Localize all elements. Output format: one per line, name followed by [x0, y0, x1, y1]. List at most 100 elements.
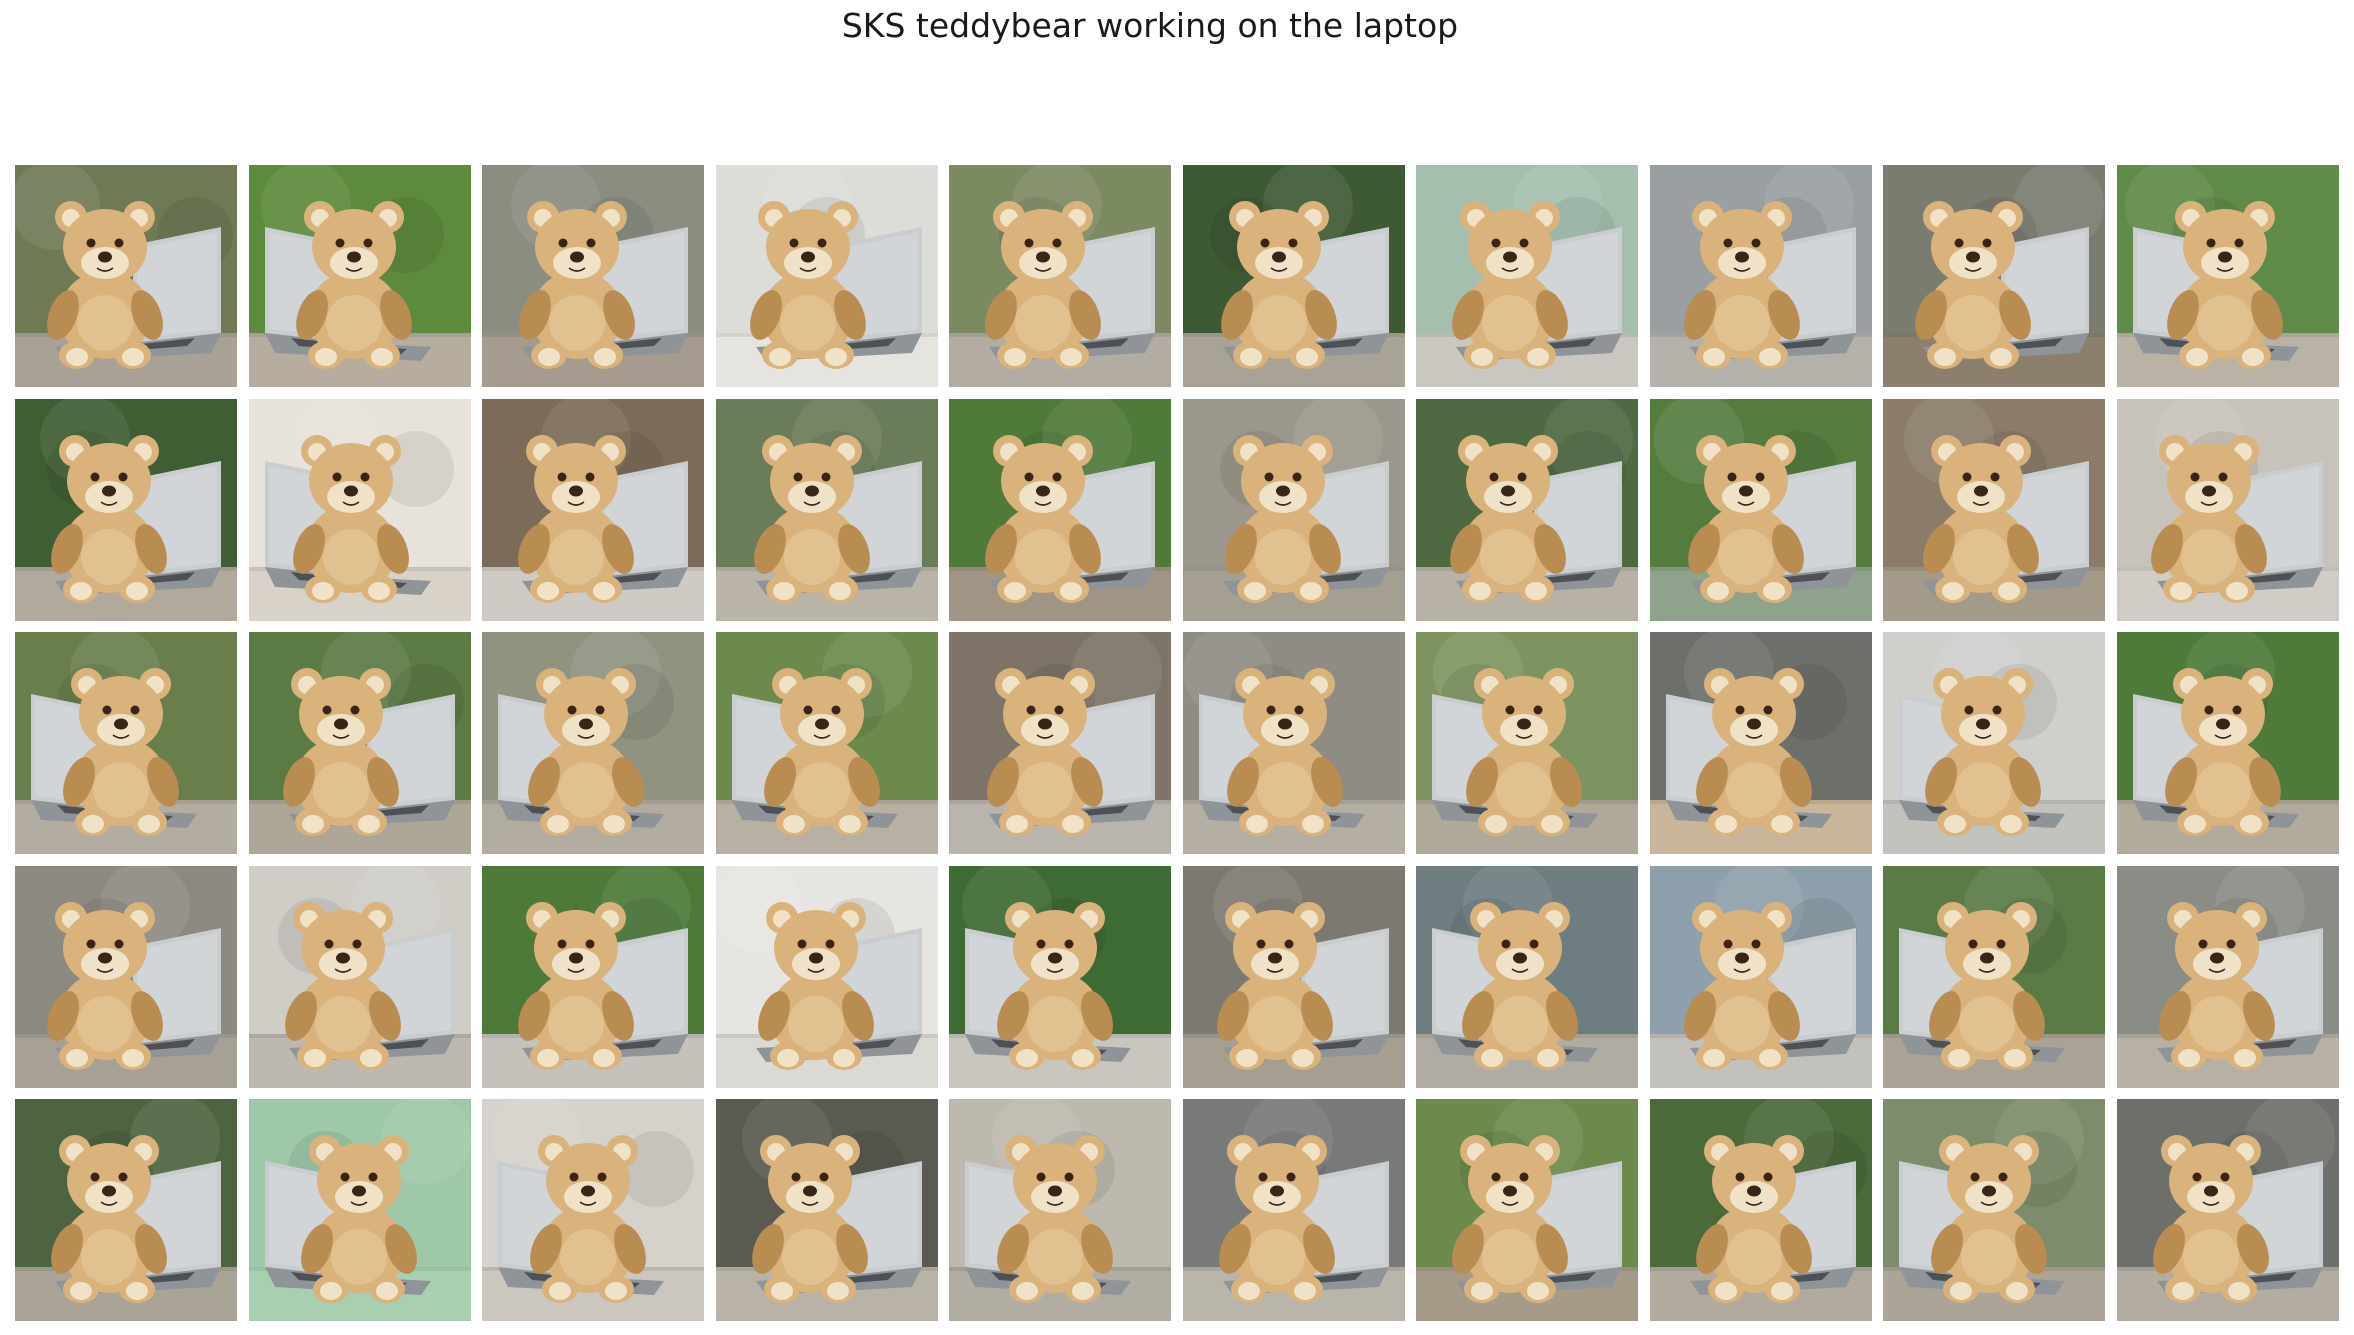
- teddybear: [47, 902, 163, 1070]
- photo-tile: [1183, 632, 1405, 854]
- teddybear-photo: [15, 632, 237, 854]
- teddybear-photo: [716, 399, 938, 621]
- teddybear-photo: [482, 399, 704, 621]
- photo-tile: [949, 866, 1171, 1088]
- teddybear: [1696, 1135, 1812, 1303]
- photo-tile: [249, 165, 471, 387]
- teddybear-photo: [949, 1099, 1171, 1321]
- teddybear-photo: [2117, 165, 2339, 387]
- teddybear-photo: [249, 1099, 471, 1321]
- teddybear-photo: [1416, 866, 1638, 1088]
- photo-tile: [15, 632, 237, 854]
- photo-tile: [2117, 632, 2339, 854]
- teddybear-photo: [1416, 399, 1638, 621]
- teddybear-photo: [2117, 632, 2339, 854]
- teddybear-photo: [949, 866, 1171, 1088]
- photo-tile: [1416, 399, 1638, 621]
- teddybear-photo: [2117, 399, 2339, 621]
- teddybear-photo: [1650, 165, 1872, 387]
- teddybear-photo: [1416, 165, 1638, 387]
- photo-tile: [1183, 165, 1405, 387]
- photo-tile: [15, 1099, 237, 1321]
- teddybear: [2159, 902, 2275, 1070]
- teddybear: [1462, 902, 1578, 1070]
- photo-tile: [482, 165, 704, 387]
- teddybear: [1931, 1135, 2047, 1303]
- teddybear: [752, 1135, 868, 1303]
- teddybear-photo: [1650, 1099, 1872, 1321]
- photo-tile: [1416, 866, 1638, 1088]
- photo-tile: [2117, 1099, 2339, 1321]
- teddybear: [301, 1135, 417, 1303]
- teddybear: [1925, 668, 2041, 836]
- teddybear-photo: [482, 1099, 704, 1321]
- photo-tile: [1883, 1099, 2105, 1321]
- teddybear: [1688, 435, 1804, 603]
- teddybear: [758, 902, 874, 1070]
- teddybear: [518, 902, 634, 1070]
- teddybear-photo: [1183, 866, 1405, 1088]
- photo-tile: [1883, 866, 2105, 1088]
- teddybear: [528, 668, 644, 836]
- teddybear-photo: [1416, 632, 1638, 854]
- photo-tile: [1183, 399, 1405, 621]
- photo-tile: [2117, 399, 2339, 621]
- photo-tile: [1883, 399, 2105, 621]
- photo-tile: [15, 866, 237, 1088]
- teddybear-photo: [482, 165, 704, 387]
- teddybear: [296, 201, 412, 369]
- teddybear: [754, 435, 870, 603]
- teddybear-photo: [716, 866, 938, 1088]
- teddybear-photo: [1650, 399, 1872, 621]
- teddybear: [1227, 668, 1343, 836]
- photo-tile: [949, 632, 1171, 854]
- teddybear: [997, 902, 1113, 1070]
- teddybear: [63, 668, 179, 836]
- teddybear-photo: [949, 399, 1171, 621]
- teddybear: [2165, 668, 2281, 836]
- photo-tile: [249, 1099, 471, 1321]
- photo-tile: [1650, 165, 1872, 387]
- photo-tile: [482, 1099, 704, 1321]
- photo-tile: [2117, 866, 2339, 1088]
- teddybear: [51, 1135, 167, 1303]
- teddybear: [987, 668, 1103, 836]
- teddybear-photo: [1183, 399, 1405, 621]
- teddybear: [47, 201, 163, 369]
- photo-tile: [1650, 866, 1872, 1088]
- photo-tile: [482, 399, 704, 621]
- teddybear: [985, 201, 1101, 369]
- photo-tile: [1650, 632, 1872, 854]
- teddybear-photo: [15, 165, 237, 387]
- photo-tile: [716, 1099, 938, 1321]
- teddybear: [519, 201, 635, 369]
- teddybear-photo: [249, 399, 471, 621]
- teddybear-photo: [15, 399, 237, 621]
- teddybear-photo: [1183, 632, 1405, 854]
- teddybear-photo: [249, 866, 471, 1088]
- teddybear-photo: [1183, 165, 1405, 387]
- teddybear: [51, 435, 167, 603]
- teddybear-photo: [1883, 1099, 2105, 1321]
- photo-tile: [1416, 632, 1638, 854]
- teddybear-photo: [249, 632, 471, 854]
- photo-tile: [249, 632, 471, 854]
- teddybear: [2151, 435, 2267, 603]
- teddybear: [1221, 201, 1337, 369]
- teddybear-photo: [1416, 1099, 1638, 1321]
- teddybear-photo: [1883, 632, 2105, 854]
- teddybear: [2167, 201, 2283, 369]
- teddybear: [530, 1135, 646, 1303]
- teddybear: [285, 902, 401, 1070]
- teddybear: [1452, 201, 1568, 369]
- teddybear: [1219, 1135, 1335, 1303]
- image-grid: [15, 165, 2343, 1323]
- photo-tile: [1650, 1099, 1872, 1321]
- teddybear: [1217, 902, 1333, 1070]
- photo-tile: [1883, 165, 2105, 387]
- teddybear-photo: [949, 632, 1171, 854]
- teddybear: [1225, 435, 1341, 603]
- teddybear: [985, 435, 1101, 603]
- teddybear: [750, 201, 866, 369]
- teddybear-photo: [249, 165, 471, 387]
